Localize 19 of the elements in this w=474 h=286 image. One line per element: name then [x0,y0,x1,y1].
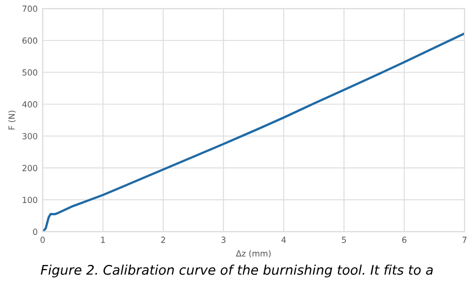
x-tick-label: 6 [402,236,406,243]
x-tick-label: 1 [101,236,105,243]
y-tick-label: 600 [22,37,38,44]
x-tick-label: 3 [221,236,226,243]
x-tick-label: 5 [342,236,346,243]
y-tick-label: 700 [22,6,38,12]
y-tick-label: 300 [22,133,38,140]
y-tick-label: 200 [22,164,38,172]
x-tick-label: 0 [40,236,45,243]
caption: Figure 2. Calibration curve of the burnishing tool. It fits to a [40,264,433,278]
x-tick-label: 2 [161,236,166,243]
x-tick-label: 4 [281,236,286,243]
x-tick-label: 7 [462,236,466,243]
y-tick-label: 0 [33,228,38,235]
y-tick-label: 400 [22,101,38,108]
y-tick-label: 100 [22,196,38,204]
x-axis-title: Δz (mm) [236,250,271,258]
y-tick-label: 500 [22,69,38,76]
y-axis-title: F (N) [8,110,16,130]
